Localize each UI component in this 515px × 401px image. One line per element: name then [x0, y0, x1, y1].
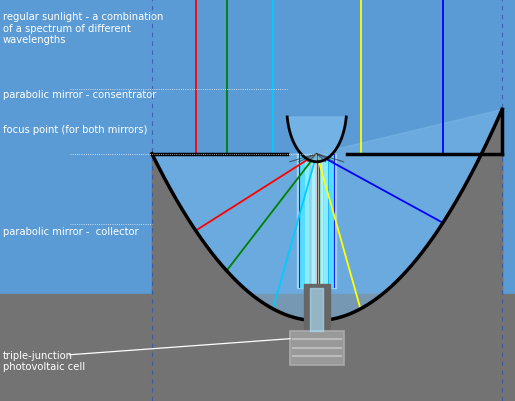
Text: triple-junction
photovoltaic cell: triple-junction photovoltaic cell [3, 350, 84, 371]
Text: parabolic mirror - consentrator: parabolic mirror - consentrator [3, 90, 156, 100]
Text: focus point (for both mirrors): focus point (for both mirrors) [3, 124, 147, 134]
Polygon shape [287, 117, 346, 162]
Text: regular sunlight - a combination
of a spectrum of different
wavelengths: regular sunlight - a combination of a sp… [3, 12, 163, 45]
Bar [290, 331, 344, 365]
Text: parabolic mirror -  collector: parabolic mirror - collector [3, 227, 138, 237]
Polygon shape [152, 110, 502, 321]
